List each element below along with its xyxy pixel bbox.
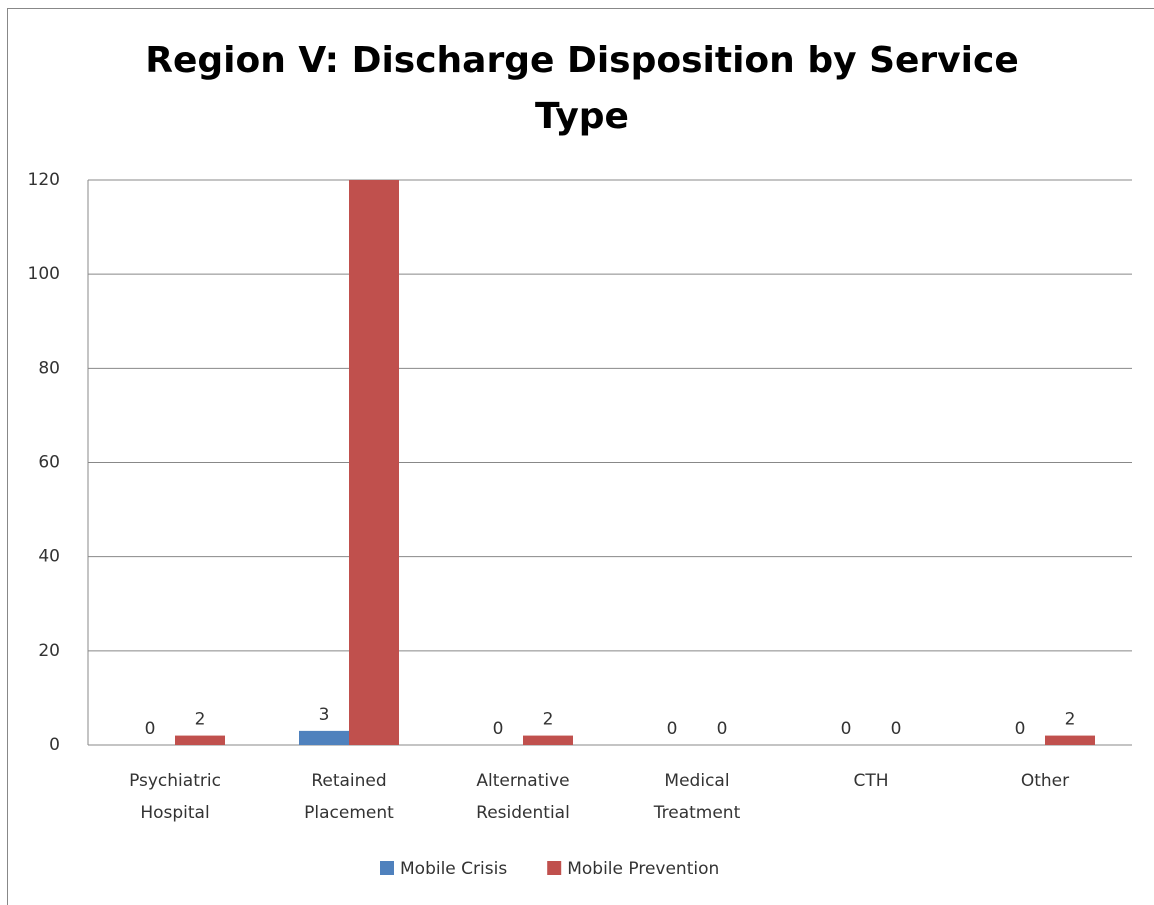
- legend-swatch: [547, 861, 562, 875]
- x-tick-label: Retained Placement: [304, 771, 394, 823]
- legend-label: Mobile Crisis: [400, 859, 507, 879]
- bar: [1045, 735, 1095, 745]
- data-label: 0: [841, 719, 852, 739]
- y-tick-label: 40: [38, 547, 60, 567]
- data-label: 0: [667, 719, 678, 739]
- data-label: 0: [891, 719, 902, 739]
- bar: [349, 180, 399, 745]
- data-label: 3: [319, 705, 330, 725]
- data-label: 0: [493, 719, 504, 739]
- data-label: 0: [1015, 719, 1026, 739]
- x-tick-label: Psychiatric Hospital: [129, 771, 221, 823]
- legend: Mobile Crisis Mobile Prevention: [380, 859, 719, 879]
- data-label: 2: [543, 710, 554, 730]
- bar: [175, 735, 225, 745]
- data-label: 2: [195, 710, 206, 730]
- legend-swatch: [380, 861, 394, 875]
- x-tick-label: Other: [1021, 771, 1069, 791]
- data-label: 2: [1065, 710, 1076, 730]
- y-tick-label: 80: [38, 358, 60, 378]
- chart-border: [7, 8, 1154, 905]
- bar: [523, 735, 573, 745]
- data-label: 0: [717, 719, 728, 739]
- y-tick-label: 0: [49, 735, 60, 755]
- y-tick-label: 20: [38, 641, 60, 661]
- x-tick-label: Medical Treatment: [653, 771, 741, 823]
- x-tick-label: Alternative Residential: [476, 771, 570, 823]
- chart-title: Region V: Discharge Disposition by Servi…: [145, 40, 1019, 137]
- y-tick-label: 60: [38, 453, 60, 473]
- legend-label: Mobile Prevention: [567, 859, 719, 879]
- x-tick-label: CTH: [853, 771, 888, 791]
- y-tick-label: 100: [28, 264, 60, 284]
- y-tick-label: 120: [28, 170, 60, 190]
- data-label: 0: [145, 719, 156, 739]
- bar: [299, 730, 349, 745]
